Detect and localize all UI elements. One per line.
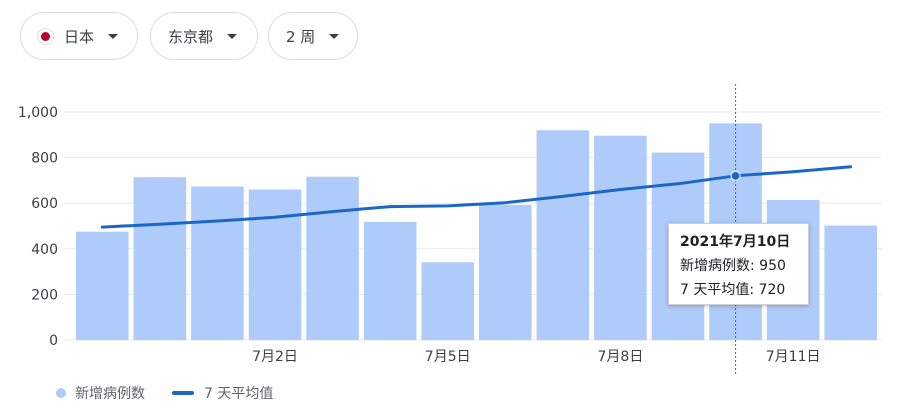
region-dropdown[interactable]: 东京都 [150,12,258,60]
bar[interactable] [536,130,590,340]
bar[interactable] [248,189,302,340]
tooltip-cases-label: 新增病例数 [680,258,750,274]
tooltip-average: 7 天平均值: 720 [680,282,786,298]
y-tick-label: 400 [31,242,58,258]
caret-down-icon [227,33,238,39]
average-legend-swatch [172,391,194,395]
y-tick-label: 200 [31,287,58,303]
x-tick-label: 7月5日 [425,349,471,365]
y-tick-label: 1,000 [18,105,58,121]
average-line [100,165,853,229]
bar[interactable] [421,262,474,340]
average-legend-label: 7 天平均值 [204,386,274,402]
bar[interactable] [76,231,129,340]
time-range-dropdown[interactable]: 2 周 [268,12,358,60]
bar[interactable] [133,177,187,340]
tooltip-date: 2021年7月10日 [680,234,791,250]
average-point-highlight [730,170,741,181]
chart-tooltip: 2021年7月10日 新增病例数: 950 7 天平均值: 720 [668,223,809,305]
bar[interactable] [824,225,877,340]
y-tick-label: 800 [31,151,58,167]
bar[interactable] [594,135,647,340]
cases-legend-label: 新增病例数 [75,386,145,402]
bar[interactable] [191,186,244,340]
country-dropdown[interactable]: 日本 [20,12,138,60]
time-range-label: 2 周 [286,27,316,46]
tooltip-cases: 新增病例数: 950 [680,258,786,274]
bar[interactable] [306,176,359,340]
x-tick-label: 7月11日 [766,349,821,365]
caret-down-icon [108,33,119,39]
tooltip-average-value: 720 [758,282,786,298]
y-tick-label: 600 [31,196,58,212]
y-tick-label: 0 [49,333,58,349]
x-tick-label: 7月2日 [252,349,298,365]
caret-down-icon [329,33,340,39]
tooltip-average-label: 7 天平均值 [680,282,750,298]
tooltip-cases-value: 950 [759,258,786,274]
country-label: 日本 [64,27,95,46]
cases-legend-swatch [56,388,66,398]
bar[interactable] [363,221,417,340]
japan-flag-icon [37,27,54,45]
region-label: 东京都 [168,27,214,46]
chart-legend: 新增病例数 7 天平均值 [56,383,273,403]
x-tick-label: 7月8日 [598,349,644,365]
bar[interactable] [479,204,532,340]
